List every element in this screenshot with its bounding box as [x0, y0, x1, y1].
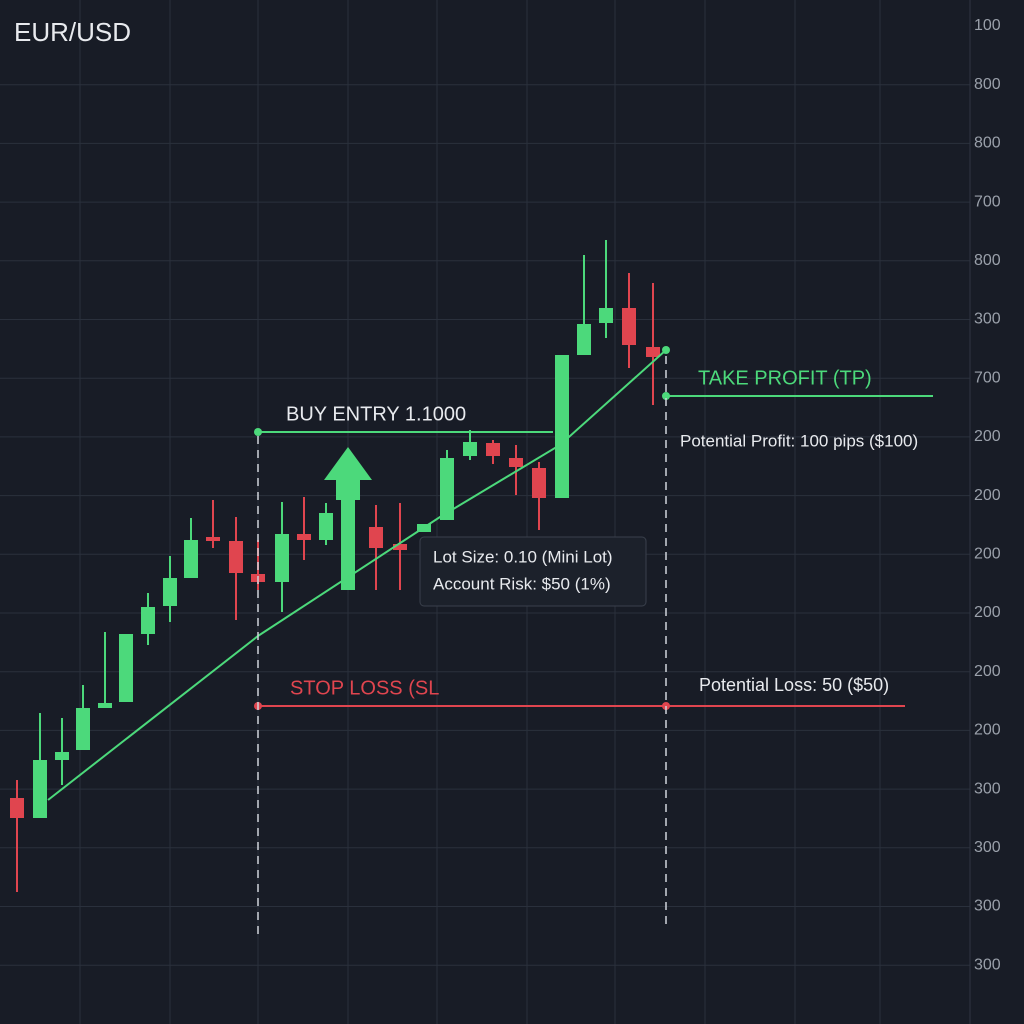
potential-profit: Potential Profit: 100 pips ($100): [680, 431, 918, 450]
tooltip-lot-size: Lot Size: 0.10 (Mini Lot): [433, 547, 613, 566]
candle-body: [275, 534, 289, 582]
tooltip-box: [419, 536, 647, 607]
price-label: 200: [974, 487, 1001, 504]
price-label: 200: [974, 663, 1001, 680]
candle-body: [341, 500, 355, 590]
candle-body: [555, 355, 569, 498]
potential-loss: Potential Loss: 50 ($50): [699, 675, 889, 695]
candle-body: [76, 708, 90, 750]
tooltip-account-risk: Account Risk: $50 (1%): [433, 574, 611, 593]
candle-body: [440, 458, 454, 520]
price-label: 300: [974, 311, 1001, 328]
trend-line: [47, 349, 667, 801]
candle-body: [622, 308, 636, 345]
candle-body: [486, 443, 500, 456]
grid: [0, 0, 970, 1024]
candle-body: [463, 442, 477, 456]
candle-body: [297, 534, 311, 540]
candle-body: [577, 324, 591, 355]
candle-body: [393, 544, 407, 550]
take-profit-label: TAKE PROFIT (TP): [698, 367, 872, 389]
candle-body: [532, 468, 546, 498]
candle-body: [184, 540, 198, 578]
candle-body: [599, 308, 613, 323]
price-label: 200: [974, 428, 1001, 445]
candle-body: [369, 527, 383, 548]
candle-body: [141, 607, 155, 634]
price-label: 200: [974, 546, 1001, 563]
stop-loss-label: STOP LOSS (SL: [290, 677, 439, 699]
price-label: 700: [974, 193, 1001, 210]
candles: [10, 240, 660, 892]
price-label: 300: [974, 839, 1001, 856]
price-label: 200: [974, 722, 1001, 739]
entry-point: [254, 428, 262, 436]
candle-body: [163, 578, 177, 606]
candle-body: [55, 752, 69, 760]
candle-body: [119, 634, 133, 702]
price-label: 300: [974, 780, 1001, 797]
candle-body: [206, 537, 220, 541]
price-label: 100: [974, 17, 1001, 34]
candle-body: [229, 541, 243, 573]
candle-body: [509, 458, 523, 467]
price-label: 800: [974, 252, 1001, 269]
price-label: 800: [974, 76, 1001, 93]
buy-arrow: [324, 447, 372, 500]
price-axis: 100 800 800 700 800 300 700 200 200 200 200 200 200 3…: [974, 17, 1001, 973]
candle-body: [646, 347, 660, 357]
tp-point: [662, 392, 670, 400]
price-label: 200: [974, 604, 1001, 621]
candle-body: [319, 513, 333, 540]
title: EUR/USD: [14, 17, 131, 47]
buy-entry-label: BUY ENTRY 1.1000: [286, 403, 466, 425]
price-label: 300: [974, 898, 1001, 915]
price-label: 800: [974, 135, 1001, 152]
price-label: 300: [974, 956, 1001, 973]
candle-body: [33, 760, 47, 818]
trend-point: [662, 346, 670, 354]
candle-body: [10, 798, 24, 818]
price-label: 700: [974, 369, 1001, 386]
candle-body: [98, 703, 112, 708]
